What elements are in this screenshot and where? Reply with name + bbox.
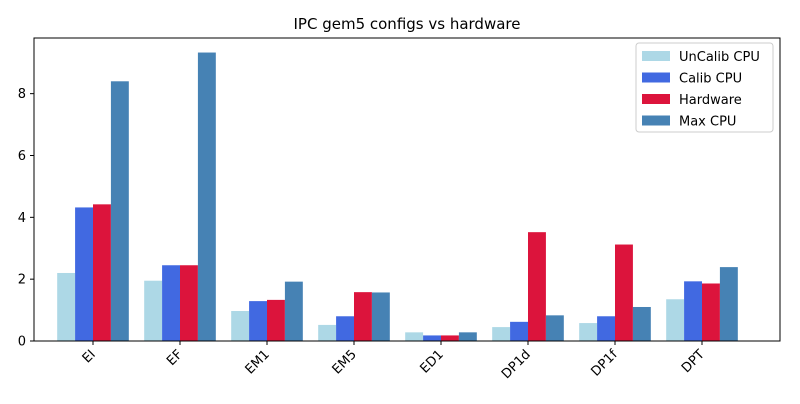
x-tick-label: DP1f (589, 347, 622, 380)
legend-swatch (642, 115, 670, 126)
y-tick-label: 6 (18, 149, 26, 164)
bar-calib-cpu-dpt (684, 281, 702, 341)
bar-hardware-em5 (354, 292, 372, 341)
x-tick-label: ED1 (417, 347, 446, 376)
bar-uncalib-cpu-ef (144, 280, 163, 341)
x-tick-label: EI (80, 347, 99, 366)
bars-layer (57, 52, 738, 341)
legend: UnCalib CPU Calib CPU Hardware Max CPU (635, 42, 774, 133)
bar-max-cpu-ed1 (458, 332, 477, 341)
bar-uncalib-cpu-em1 (231, 311, 250, 341)
bar-hardware-em1 (267, 299, 285, 341)
bar-hardware-ef (180, 265, 198, 341)
legend-swatch (642, 51, 670, 61)
legend-swatch (642, 94, 670, 104)
bar-max-cpu-dpt (719, 267, 738, 341)
bar-calib-cpu-ei (75, 207, 93, 341)
bar-max-cpu-ei (110, 81, 129, 341)
y-tick-label: 2 (18, 273, 26, 288)
bar-max-cpu-dp1d (545, 315, 564, 341)
bar-hardware-dp1d (528, 232, 546, 341)
bar-hardware-dpt (702, 283, 720, 341)
x-tick-label: DPT (679, 347, 708, 376)
legend-label: Hardware (679, 93, 742, 108)
legend-box (635, 42, 774, 133)
x-tick-label: EM1 (243, 347, 273, 377)
bar-hardware-dp1f (615, 244, 633, 341)
plot-frame (33, 37, 781, 342)
bar-uncalib-cpu-dp1d (492, 327, 511, 341)
bar-max-cpu-em1 (284, 281, 303, 341)
x-tick-label: DP1d (499, 347, 534, 382)
chart-title: IPC gem5 configs vs hardware (294, 15, 521, 33)
x-tick-label: EF (164, 347, 186, 369)
bar-calib-cpu-dp1f (597, 316, 615, 341)
bar-hardware-ei (93, 204, 111, 341)
y-tick-label: 4 (18, 211, 26, 226)
legend-label: Max CPU (679, 115, 736, 130)
legend-label: UnCalib CPU (679, 50, 760, 65)
y-tick-label: 8 (18, 87, 26, 102)
bar-uncalib-cpu-ei (57, 272, 76, 341)
bar-max-cpu-ef (197, 52, 216, 341)
bar-uncalib-cpu-ed1 (405, 332, 424, 341)
bar-calib-cpu-ed1 (423, 335, 441, 341)
bar-calib-cpu-em1 (249, 301, 267, 341)
bar-hardware-ed1 (441, 335, 459, 341)
y-tick-label: 0 (18, 335, 26, 350)
legend-label: Calib CPU (679, 72, 742, 87)
bar-calib-cpu-ef (162, 265, 180, 341)
bar-max-cpu-em5 (371, 292, 390, 341)
bar-max-cpu-dp1f (632, 306, 651, 341)
bar-calib-cpu-dp1d (510, 321, 528, 341)
bar-uncalib-cpu-dpt (666, 299, 685, 341)
x-tick-label: EM5 (330, 347, 360, 377)
bar-calib-cpu-em5 (336, 316, 354, 341)
legend-swatch (642, 72, 670, 83)
bar-uncalib-cpu-dp1f (579, 323, 598, 341)
bar-uncalib-cpu-em5 (318, 324, 337, 341)
